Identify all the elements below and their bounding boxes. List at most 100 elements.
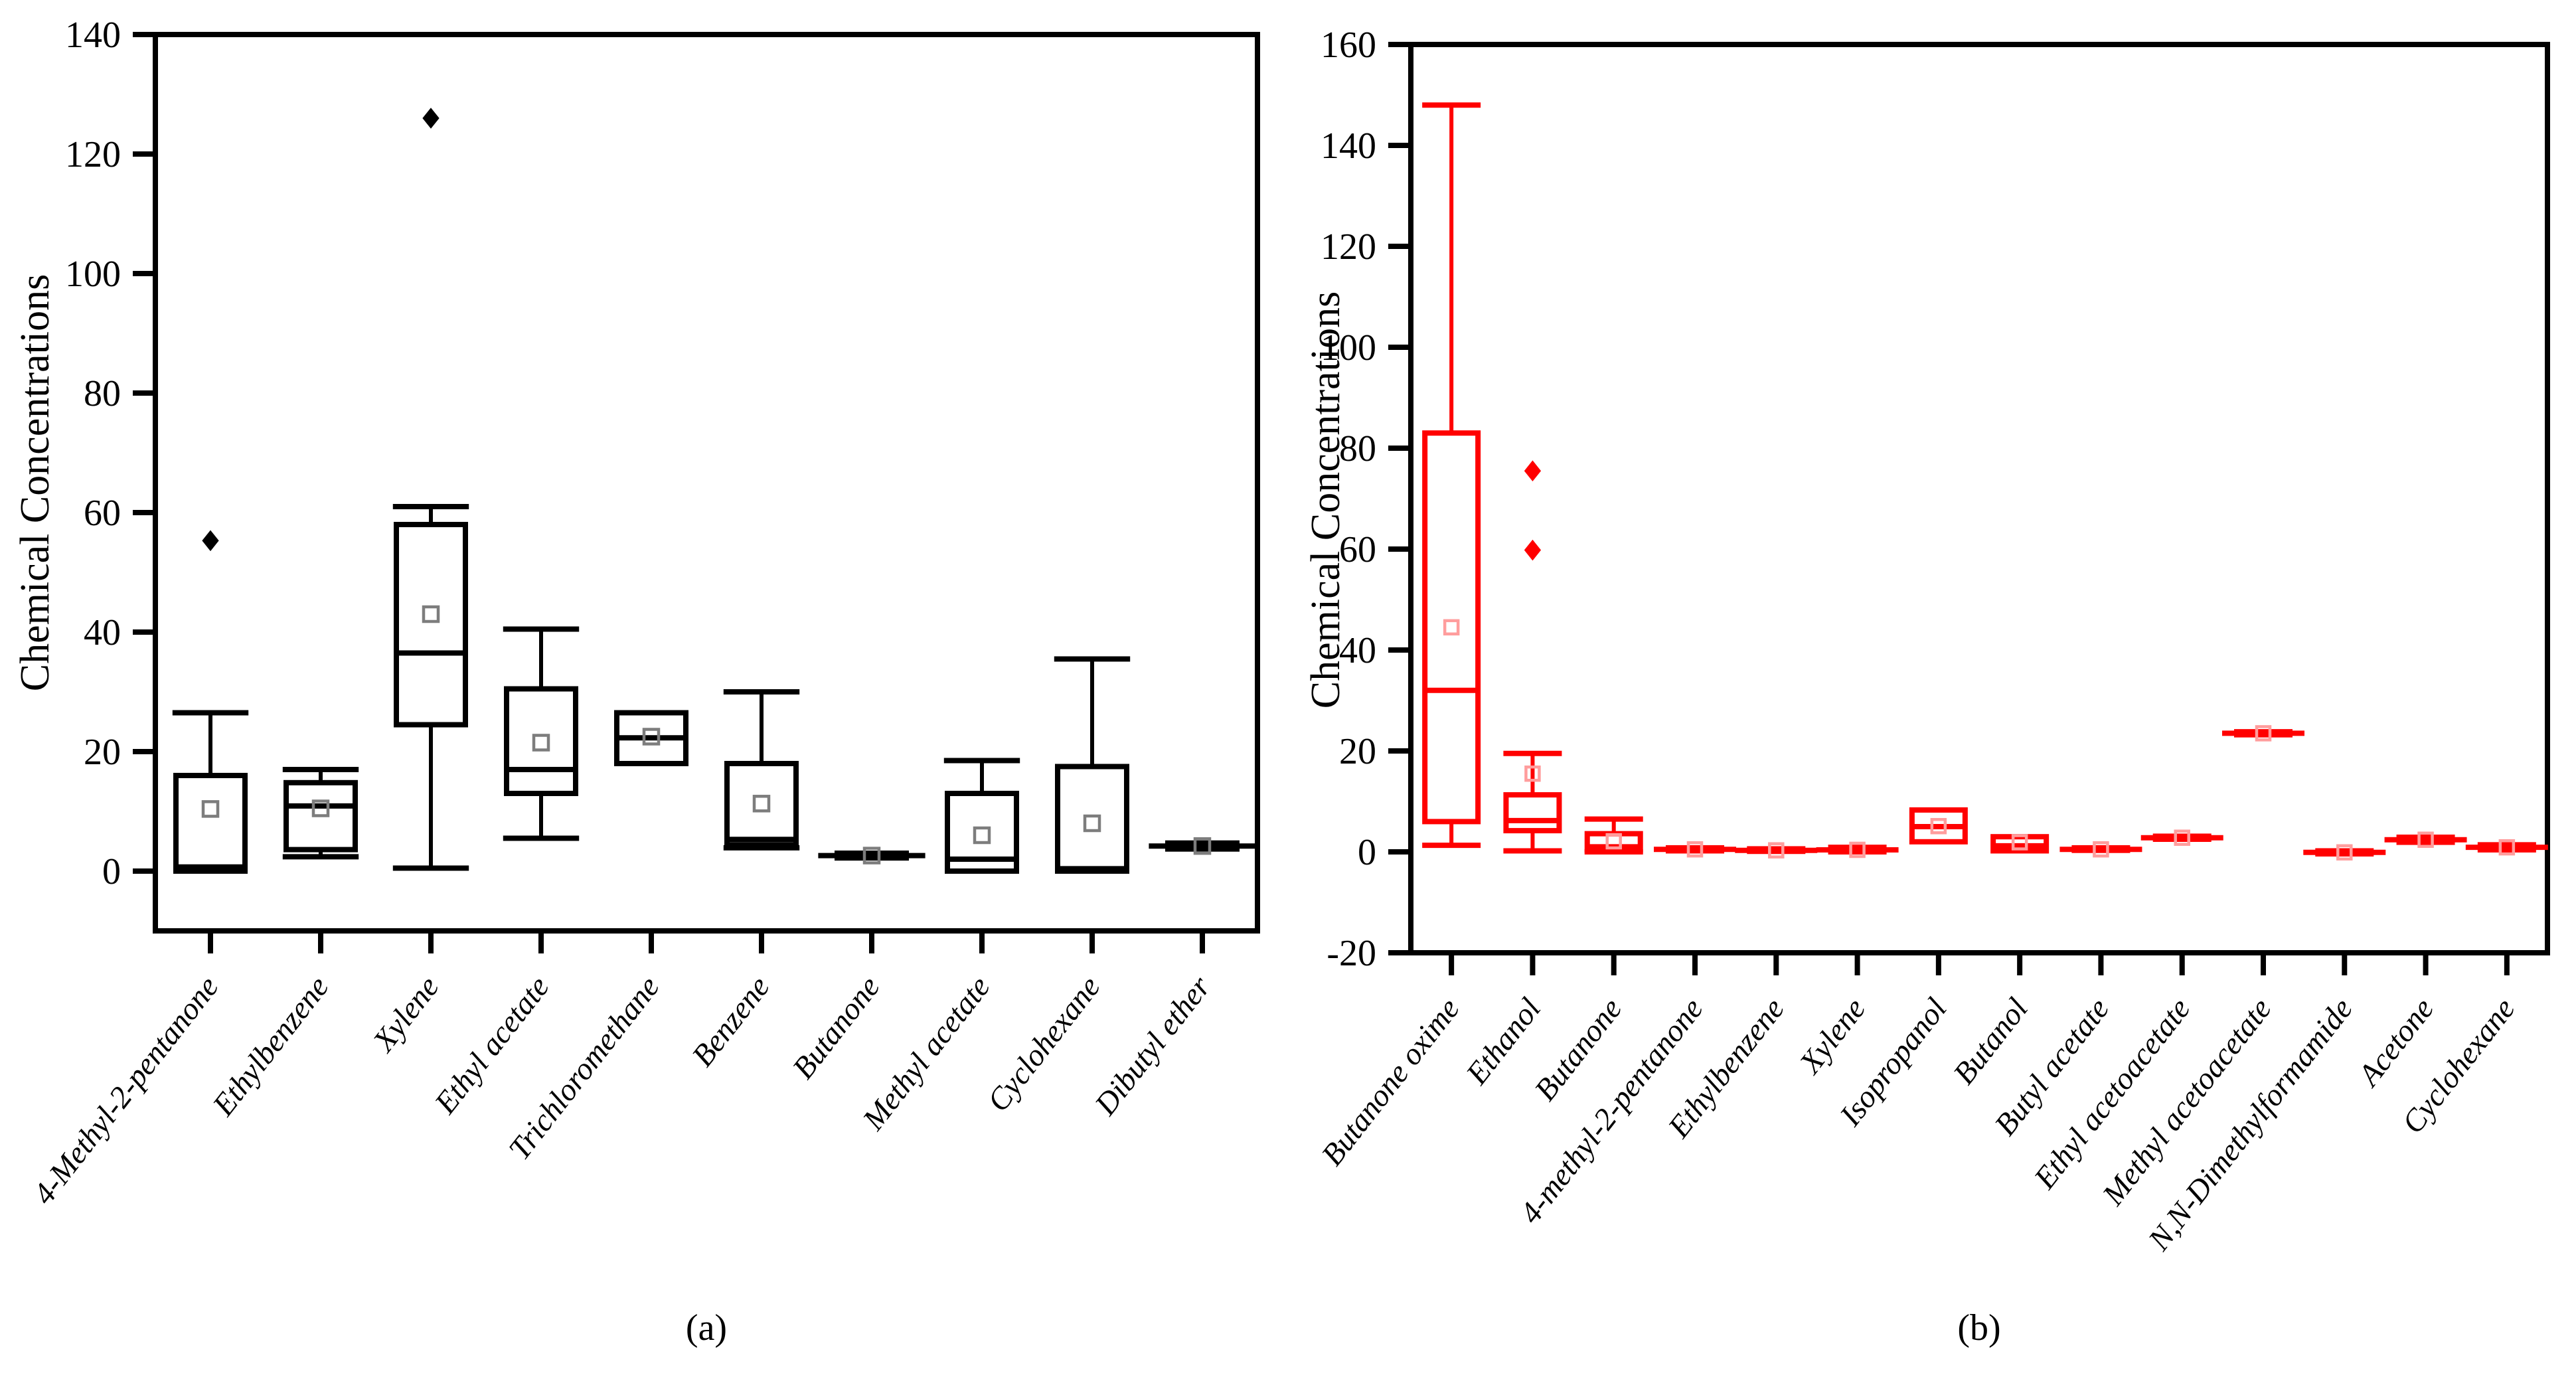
box-group-ethylbenzene (282, 767, 359, 860)
box-group-methyl-acetate (943, 758, 1020, 874)
mean-marker (2174, 829, 2190, 846)
mean-marker (201, 800, 220, 818)
outlier-diamond (1524, 539, 1542, 561)
y-tick-label: 20 (1339, 731, 1376, 772)
subplot-caption-b: (b) (1957, 1307, 2001, 1348)
mean-marker (1524, 765, 1541, 782)
y-tick-label: 60 (1339, 529, 1376, 570)
box-group-ethyl-acetoacetate (2140, 829, 2223, 846)
mean-marker (1930, 817, 1947, 835)
category-label: Xylene (1792, 992, 1872, 1081)
y-tick-label: 120 (65, 134, 121, 175)
outlier-diamond (202, 530, 219, 552)
outlier-diamond (422, 108, 440, 129)
box-rect (1422, 430, 1481, 825)
mean-marker (2093, 841, 2109, 858)
mean-marker (642, 728, 661, 746)
boxplot-a-svg: 0204060801001201404-Methyl-2-pentanoneEt… (27, 15, 1260, 1211)
box-group-ethyl-acetate (503, 626, 580, 841)
box-group-isopropanol (1909, 807, 1968, 845)
box-group-benzene (723, 689, 800, 851)
box-group-butanone (818, 847, 926, 864)
box-group-butanol (1990, 834, 2050, 854)
y-tick-label: 40 (84, 612, 121, 653)
mean-marker (752, 795, 771, 813)
box-rect (173, 773, 248, 874)
box-rect (1055, 764, 1129, 874)
mean-marker (2255, 725, 2272, 742)
y-tick-label: 160 (1321, 25, 1376, 66)
mean-marker (2011, 834, 2028, 851)
box-group-cyclohexane (1054, 656, 1131, 874)
category-label: Ethanol (1459, 992, 1548, 1092)
box-group-xylene (1816, 841, 1899, 858)
category-label: 4-Methyl-2-pentanone (27, 970, 226, 1211)
mean-marker (2336, 844, 2353, 861)
category-label: Ethyl acetate (428, 970, 556, 1121)
box-group-methyl-acetoacetate (2222, 725, 2304, 742)
mean-marker (1768, 842, 1785, 858)
box-group-cyclohexane (2465, 839, 2548, 856)
y-axis-label-b: Chemical Concentrations (1303, 291, 1348, 709)
box-group-xylene (392, 108, 469, 871)
mean-marker (1605, 833, 1622, 850)
y-tick-label: 100 (1321, 327, 1376, 368)
box-rect (394, 522, 468, 728)
y-tick-label: 80 (1339, 428, 1376, 469)
mean-marker (532, 734, 550, 752)
y-tick-label: 60 (84, 493, 121, 534)
box-group-ethanol (1503, 460, 1562, 854)
mean-marker (2417, 831, 2434, 849)
outlier-diamond (1524, 460, 1542, 482)
box-group-trichloromethane (614, 710, 688, 766)
plot-frame (1408, 42, 2550, 955)
mean-marker (1083, 814, 1101, 833)
y-tick-label: 20 (84, 732, 121, 773)
mean-marker (1686, 841, 1704, 858)
y-tick-label: 140 (1321, 125, 1376, 167)
y-tick-label: 0 (1358, 832, 1376, 873)
box-group-4-methyl-2-pentanone (172, 530, 249, 874)
box-group-4-methyl-2-pentanone (1654, 841, 1736, 858)
mean-marker (1443, 619, 1460, 636)
category-label: Butanone oxime (1315, 992, 1467, 1173)
box-rect (283, 779, 358, 853)
mean-marker (1193, 837, 1212, 855)
box-rect (1503, 792, 1562, 834)
box-group-ethylbenzene (1735, 842, 1818, 858)
y-tick-label: 80 (84, 373, 121, 414)
mean-marker (862, 847, 881, 864)
y-tick-label: 140 (65, 15, 121, 56)
boxplot-b-svg: -20 0 20 40 60 80 100 120 140 160 Butanone oximeEt… (1315, 25, 2550, 1258)
box-group-dibutyl-ether (1149, 837, 1256, 855)
box-group-butanone (1584, 816, 1643, 855)
category-label: Ethylbenzene (206, 970, 336, 1123)
box-group-acetone (2384, 831, 2467, 849)
box-rect (945, 791, 1019, 874)
category-label: Butanone (786, 970, 887, 1086)
y-tick-label: 40 (1339, 630, 1376, 671)
subplot-caption-a: (a) (685, 1307, 728, 1348)
plot-frame (153, 32, 1260, 934)
box-group-n-n-dimethylformamide (2303, 844, 2386, 861)
y-axis-label-a: Chemical Concentrations (13, 274, 58, 692)
category-label: Cyclohexane (981, 970, 1107, 1118)
y-tick-label: -20 (1327, 933, 1376, 974)
category-label: Butanol (1947, 992, 2035, 1091)
box-rect (504, 686, 578, 796)
mean-marker (973, 826, 991, 845)
category-label: Benzene (685, 970, 776, 1073)
box-group-butanone-oxime (1422, 102, 1481, 849)
box-group-butyl-acetate (2059, 841, 2142, 858)
category-label: Dibutyl ether (1088, 969, 1218, 1122)
mean-marker (1849, 841, 1866, 858)
box-rect (724, 761, 799, 848)
y-tick-label: 120 (1321, 226, 1376, 268)
mean-marker (2498, 839, 2516, 856)
y-tick-label: 0 (102, 851, 121, 892)
mean-marker (422, 605, 440, 623)
category-label: Xylene (366, 970, 446, 1059)
mean-marker (311, 799, 330, 817)
y-tick-label: 100 (65, 254, 121, 295)
